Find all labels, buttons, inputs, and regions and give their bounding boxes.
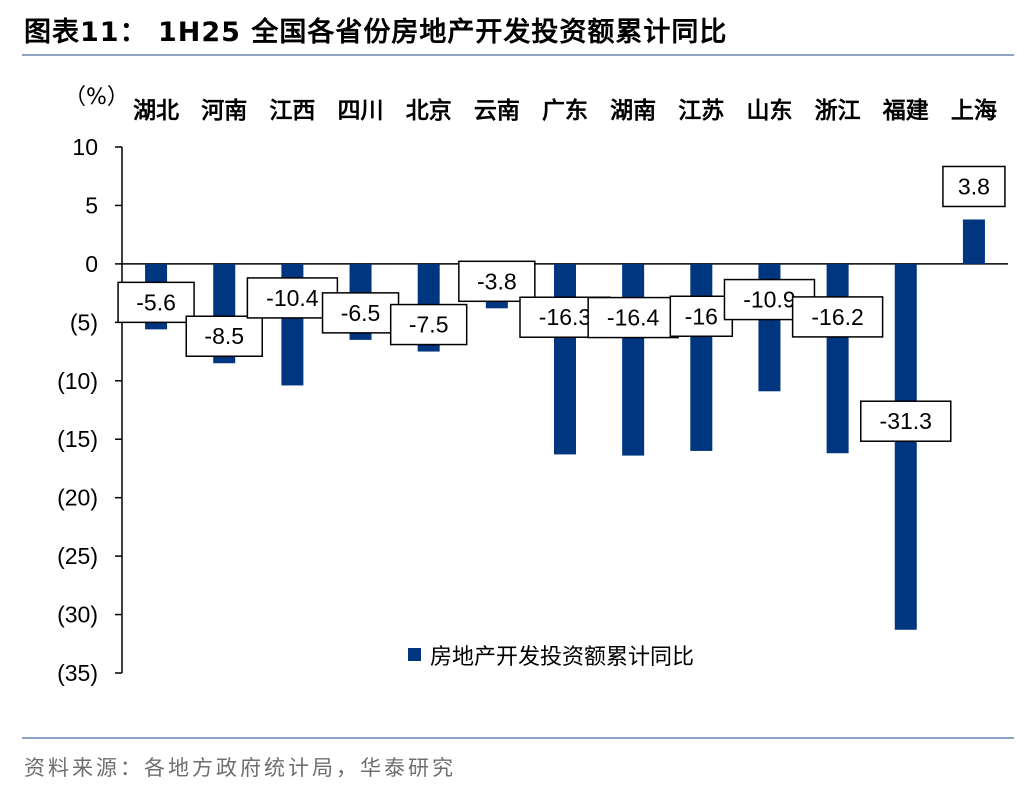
data-label: -16.4 bbox=[607, 305, 660, 331]
category-label: 上海 bbox=[951, 97, 997, 124]
source-divider bbox=[22, 737, 1014, 739]
title-divider bbox=[22, 54, 1014, 56]
data-label-box bbox=[860, 400, 952, 442]
legend-label: 房地产开发投资额累计同比 bbox=[430, 645, 694, 670]
bar bbox=[554, 263, 576, 455]
source-note: 资料来源：各地方政府统计局，华泰研究 bbox=[24, 756, 456, 780]
y-axis-unit-label: （%） bbox=[64, 85, 129, 110]
bar bbox=[894, 263, 917, 630]
data-label-box bbox=[458, 260, 536, 303]
y-tick-label: (30) bbox=[57, 602, 98, 628]
category-label: 四川 bbox=[338, 98, 384, 124]
data-label: -7.5 bbox=[409, 312, 449, 338]
data-label: -8.5 bbox=[204, 323, 244, 349]
y-tick-label: 10 bbox=[72, 134, 98, 160]
data-label: -5.6 bbox=[136, 289, 176, 315]
category-label: 湖南 bbox=[610, 98, 656, 124]
y-tick-label: (20) bbox=[57, 485, 98, 511]
category-label: 河南 bbox=[201, 98, 247, 124]
y-tick-label: (10) bbox=[57, 368, 98, 394]
data-label-box bbox=[942, 165, 1006, 208]
y-tick-label: 0 bbox=[85, 251, 98, 277]
legend-swatch bbox=[408, 648, 421, 661]
category-label: 江苏 bbox=[678, 98, 724, 124]
data-label: -6.5 bbox=[341, 300, 381, 326]
y-tick-label: (5) bbox=[70, 309, 98, 335]
category-label: 山东 bbox=[746, 97, 792, 124]
data-label: -3.8 bbox=[477, 268, 517, 294]
data-label: -10.9 bbox=[743, 287, 795, 313]
bar bbox=[962, 219, 985, 264]
chart-title: 图表11： 1H25 全国各省份房地产开发投资额累计同比 bbox=[24, 17, 728, 48]
y-tick-label: 5 bbox=[85, 192, 98, 218]
category-label: 广东 bbox=[542, 97, 588, 124]
data-label: -10.4 bbox=[266, 285, 319, 311]
category-label: 云南 bbox=[474, 98, 520, 124]
category-label: 湖北 bbox=[133, 98, 179, 124]
data-label: -31.3 bbox=[880, 408, 932, 434]
category-label: 北京 bbox=[406, 97, 452, 124]
data-label: -16.3 bbox=[539, 304, 591, 330]
data-label-box bbox=[117, 281, 195, 324]
y-tick-label: (35) bbox=[57, 660, 98, 686]
category-label: 福建 bbox=[882, 98, 929, 124]
data-label: -16.2 bbox=[811, 304, 863, 330]
bar bbox=[826, 263, 849, 454]
category-label: 浙江 bbox=[815, 98, 861, 124]
data-label-box bbox=[321, 292, 400, 334]
data-label-box bbox=[587, 296, 679, 339]
data-label-box bbox=[669, 295, 734, 338]
data-label-box bbox=[185, 315, 263, 357]
bar bbox=[690, 263, 713, 451]
y-tick-label: (15) bbox=[57, 426, 98, 452]
category-label: 江西 bbox=[269, 98, 315, 124]
data-label: 3.8 bbox=[958, 173, 990, 199]
data-label-box bbox=[389, 303, 468, 346]
y-tick-label: (25) bbox=[57, 543, 98, 569]
data-label-box bbox=[791, 296, 884, 338]
bar bbox=[622, 263, 645, 456]
data-label: -16 bbox=[685, 303, 718, 329]
